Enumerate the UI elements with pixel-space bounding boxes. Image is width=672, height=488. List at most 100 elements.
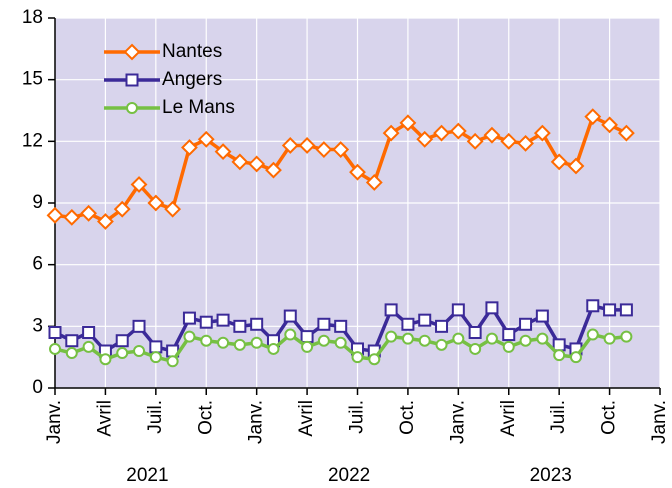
legend-label: Le Mans <box>162 97 235 118</box>
marker <box>149 351 162 364</box>
marker <box>466 132 484 150</box>
marker <box>65 334 79 348</box>
marker <box>349 163 366 181</box>
x-tick-label: Avril <box>498 400 519 437</box>
marker <box>401 317 415 331</box>
marker <box>217 336 230 349</box>
marker <box>181 139 198 156</box>
x-tick-label: Janv. <box>246 400 267 444</box>
x-tick-label: Juil. <box>548 400 569 434</box>
marker <box>584 108 602 126</box>
marker <box>97 213 114 230</box>
marker <box>116 347 129 360</box>
marker <box>99 353 112 366</box>
marker <box>468 326 482 339</box>
marker <box>451 303 465 317</box>
marker <box>82 326 96 339</box>
marker <box>552 338 566 352</box>
marker <box>183 330 196 343</box>
marker <box>300 330 314 344</box>
marker <box>550 153 568 171</box>
marker <box>214 143 232 161</box>
marker <box>216 313 230 327</box>
y-tick-label: 9 <box>32 192 43 213</box>
marker <box>250 336 263 349</box>
x-tick-label: Janv. <box>649 400 670 444</box>
marker <box>147 194 165 212</box>
marker <box>553 349 566 362</box>
marker <box>500 132 518 150</box>
marker <box>284 328 297 341</box>
y-tick-label: 0 <box>32 377 43 398</box>
x-tick-label: Oct. <box>195 400 216 435</box>
marker <box>449 122 467 140</box>
marker <box>113 200 131 218</box>
x-tick-label: Oct. <box>599 400 620 435</box>
year-label: 2022 <box>328 465 370 486</box>
marker <box>567 157 585 175</box>
marker <box>569 351 582 364</box>
marker <box>619 303 633 317</box>
marker <box>82 340 95 353</box>
marker <box>48 326 62 339</box>
marker <box>384 303 398 317</box>
y-tick-label: 6 <box>32 254 43 275</box>
marker <box>368 353 381 366</box>
marker <box>231 153 249 171</box>
marker <box>332 141 350 158</box>
marker <box>334 336 347 349</box>
marker <box>317 334 330 347</box>
marker <box>182 311 196 325</box>
marker <box>519 317 533 331</box>
marker <box>317 317 331 331</box>
marker <box>469 342 482 355</box>
marker <box>601 116 618 134</box>
marker <box>418 313 432 327</box>
marker <box>485 332 498 345</box>
x-tick-label: Janv. <box>447 400 468 444</box>
marker <box>416 130 434 148</box>
marker <box>401 332 414 345</box>
marker <box>301 340 314 353</box>
marker <box>502 340 515 353</box>
marker <box>519 334 532 347</box>
marker <box>80 204 98 222</box>
marker <box>315 141 333 158</box>
marker <box>133 345 146 357</box>
marker <box>166 355 179 368</box>
marker <box>517 134 534 152</box>
marker <box>485 301 499 315</box>
x-tick-label: Avril <box>94 400 115 437</box>
marker <box>334 319 348 333</box>
marker <box>535 309 549 323</box>
marker <box>586 299 600 313</box>
marker <box>46 206 64 224</box>
marker <box>233 338 246 351</box>
marker <box>435 319 449 333</box>
x-tick-label: Juil. <box>347 400 368 434</box>
marker <box>452 332 465 345</box>
marker <box>250 317 264 331</box>
marker <box>200 334 213 347</box>
marker <box>126 102 138 114</box>
marker <box>248 155 266 173</box>
marker <box>536 332 549 345</box>
year-label: 2021 <box>126 465 168 486</box>
y-tick-label: 18 <box>22 7 43 28</box>
marker <box>620 330 633 343</box>
x-tick-label: Oct. <box>397 400 418 435</box>
marker <box>617 124 635 142</box>
x-tick-label: Avril <box>296 400 317 437</box>
marker <box>267 342 280 355</box>
y-tick-label: 3 <box>32 315 43 336</box>
year-label: 2023 <box>530 465 572 486</box>
marker <box>586 328 599 341</box>
marker <box>197 130 215 148</box>
x-tick-label: Janv. <box>44 400 65 444</box>
marker <box>49 342 61 355</box>
marker <box>115 334 129 348</box>
marker <box>603 303 617 317</box>
marker <box>603 332 616 345</box>
legend-label: Nantes <box>162 41 222 62</box>
